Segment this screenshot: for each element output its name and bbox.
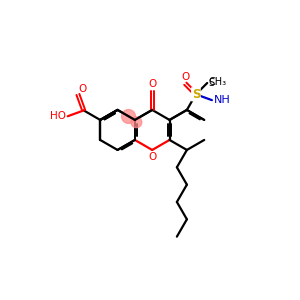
- Text: HO: HO: [50, 111, 66, 121]
- Text: O: O: [79, 84, 87, 94]
- Text: O: O: [181, 72, 189, 82]
- Circle shape: [131, 117, 142, 128]
- Text: S: S: [208, 78, 214, 88]
- Text: O: O: [149, 152, 157, 162]
- Text: NH: NH: [213, 95, 230, 105]
- Circle shape: [122, 110, 135, 123]
- Text: O: O: [148, 80, 156, 89]
- Text: CH₃: CH₃: [209, 77, 227, 87]
- Text: S: S: [192, 88, 200, 101]
